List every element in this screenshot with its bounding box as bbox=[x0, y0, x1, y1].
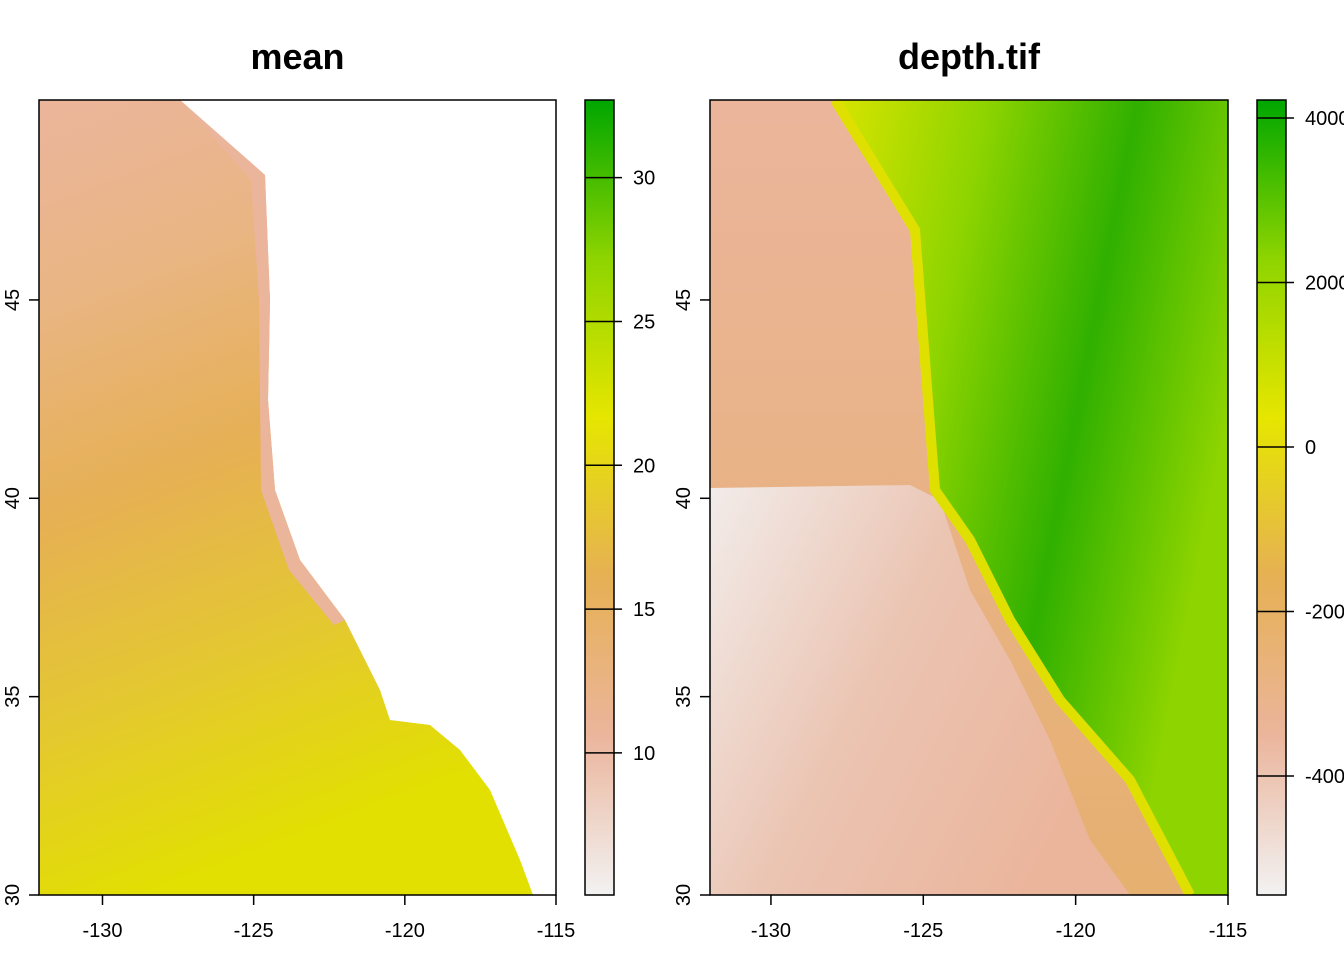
coast bbox=[830, 100, 1195, 895]
y-tick-label: 30 bbox=[2, 884, 24, 906]
colorbar-tick-label: 15 bbox=[633, 599, 655, 621]
colorbar-tick-label: 25 bbox=[633, 311, 655, 333]
colorbar-tick-label: 0 bbox=[1305, 437, 1316, 459]
x-tick-label: -115 bbox=[1209, 920, 1248, 942]
y-tick-label: 35 bbox=[2, 686, 24, 708]
colorbar bbox=[1256, 99, 1287, 896]
colorbar bbox=[584, 99, 615, 896]
raster-image bbox=[39, 100, 556, 895]
ocean-south bbox=[710, 485, 1130, 895]
plot-frame bbox=[38, 99, 557, 896]
y-tick-label: 40 bbox=[2, 487, 24, 509]
raster-image bbox=[710, 100, 1228, 895]
colorbar-tick-label: -2000 bbox=[1305, 601, 1344, 623]
x-tick-label: -125 bbox=[903, 920, 943, 942]
x-tick-label: -120 bbox=[1056, 920, 1096, 942]
plot-frame bbox=[709, 99, 1229, 896]
chart-title: mean bbox=[250, 36, 344, 77]
x-tick-label: -115 bbox=[537, 920, 576, 942]
land bbox=[835, 100, 1228, 895]
x-tick-label: -125 bbox=[234, 920, 274, 942]
x-tick-label: -130 bbox=[751, 920, 791, 942]
x-tick-label: -120 bbox=[385, 920, 425, 942]
colorbar-tick-label: 4000 bbox=[1305, 108, 1344, 130]
colorbar-tick-label: 2000 bbox=[1305, 273, 1344, 295]
chart-title: depth.tif bbox=[898, 36, 1041, 77]
land bbox=[180, 100, 556, 895]
colorbar-tick-label: 10 bbox=[633, 743, 655, 765]
y-tick-label: 35 bbox=[673, 686, 695, 708]
colorbar-tick-label: 20 bbox=[633, 455, 655, 477]
colorbar-tick-label: -4000 bbox=[1305, 766, 1344, 788]
y-tick-label: 45 bbox=[2, 289, 24, 311]
x-tick-label: -130 bbox=[82, 920, 122, 942]
ocean-shelf bbox=[180, 100, 345, 625]
colorbar-tick-label: 30 bbox=[633, 168, 655, 190]
y-tick-label: 40 bbox=[673, 487, 695, 509]
y-tick-label: 45 bbox=[673, 289, 695, 311]
y-tick-label: 30 bbox=[673, 884, 695, 906]
